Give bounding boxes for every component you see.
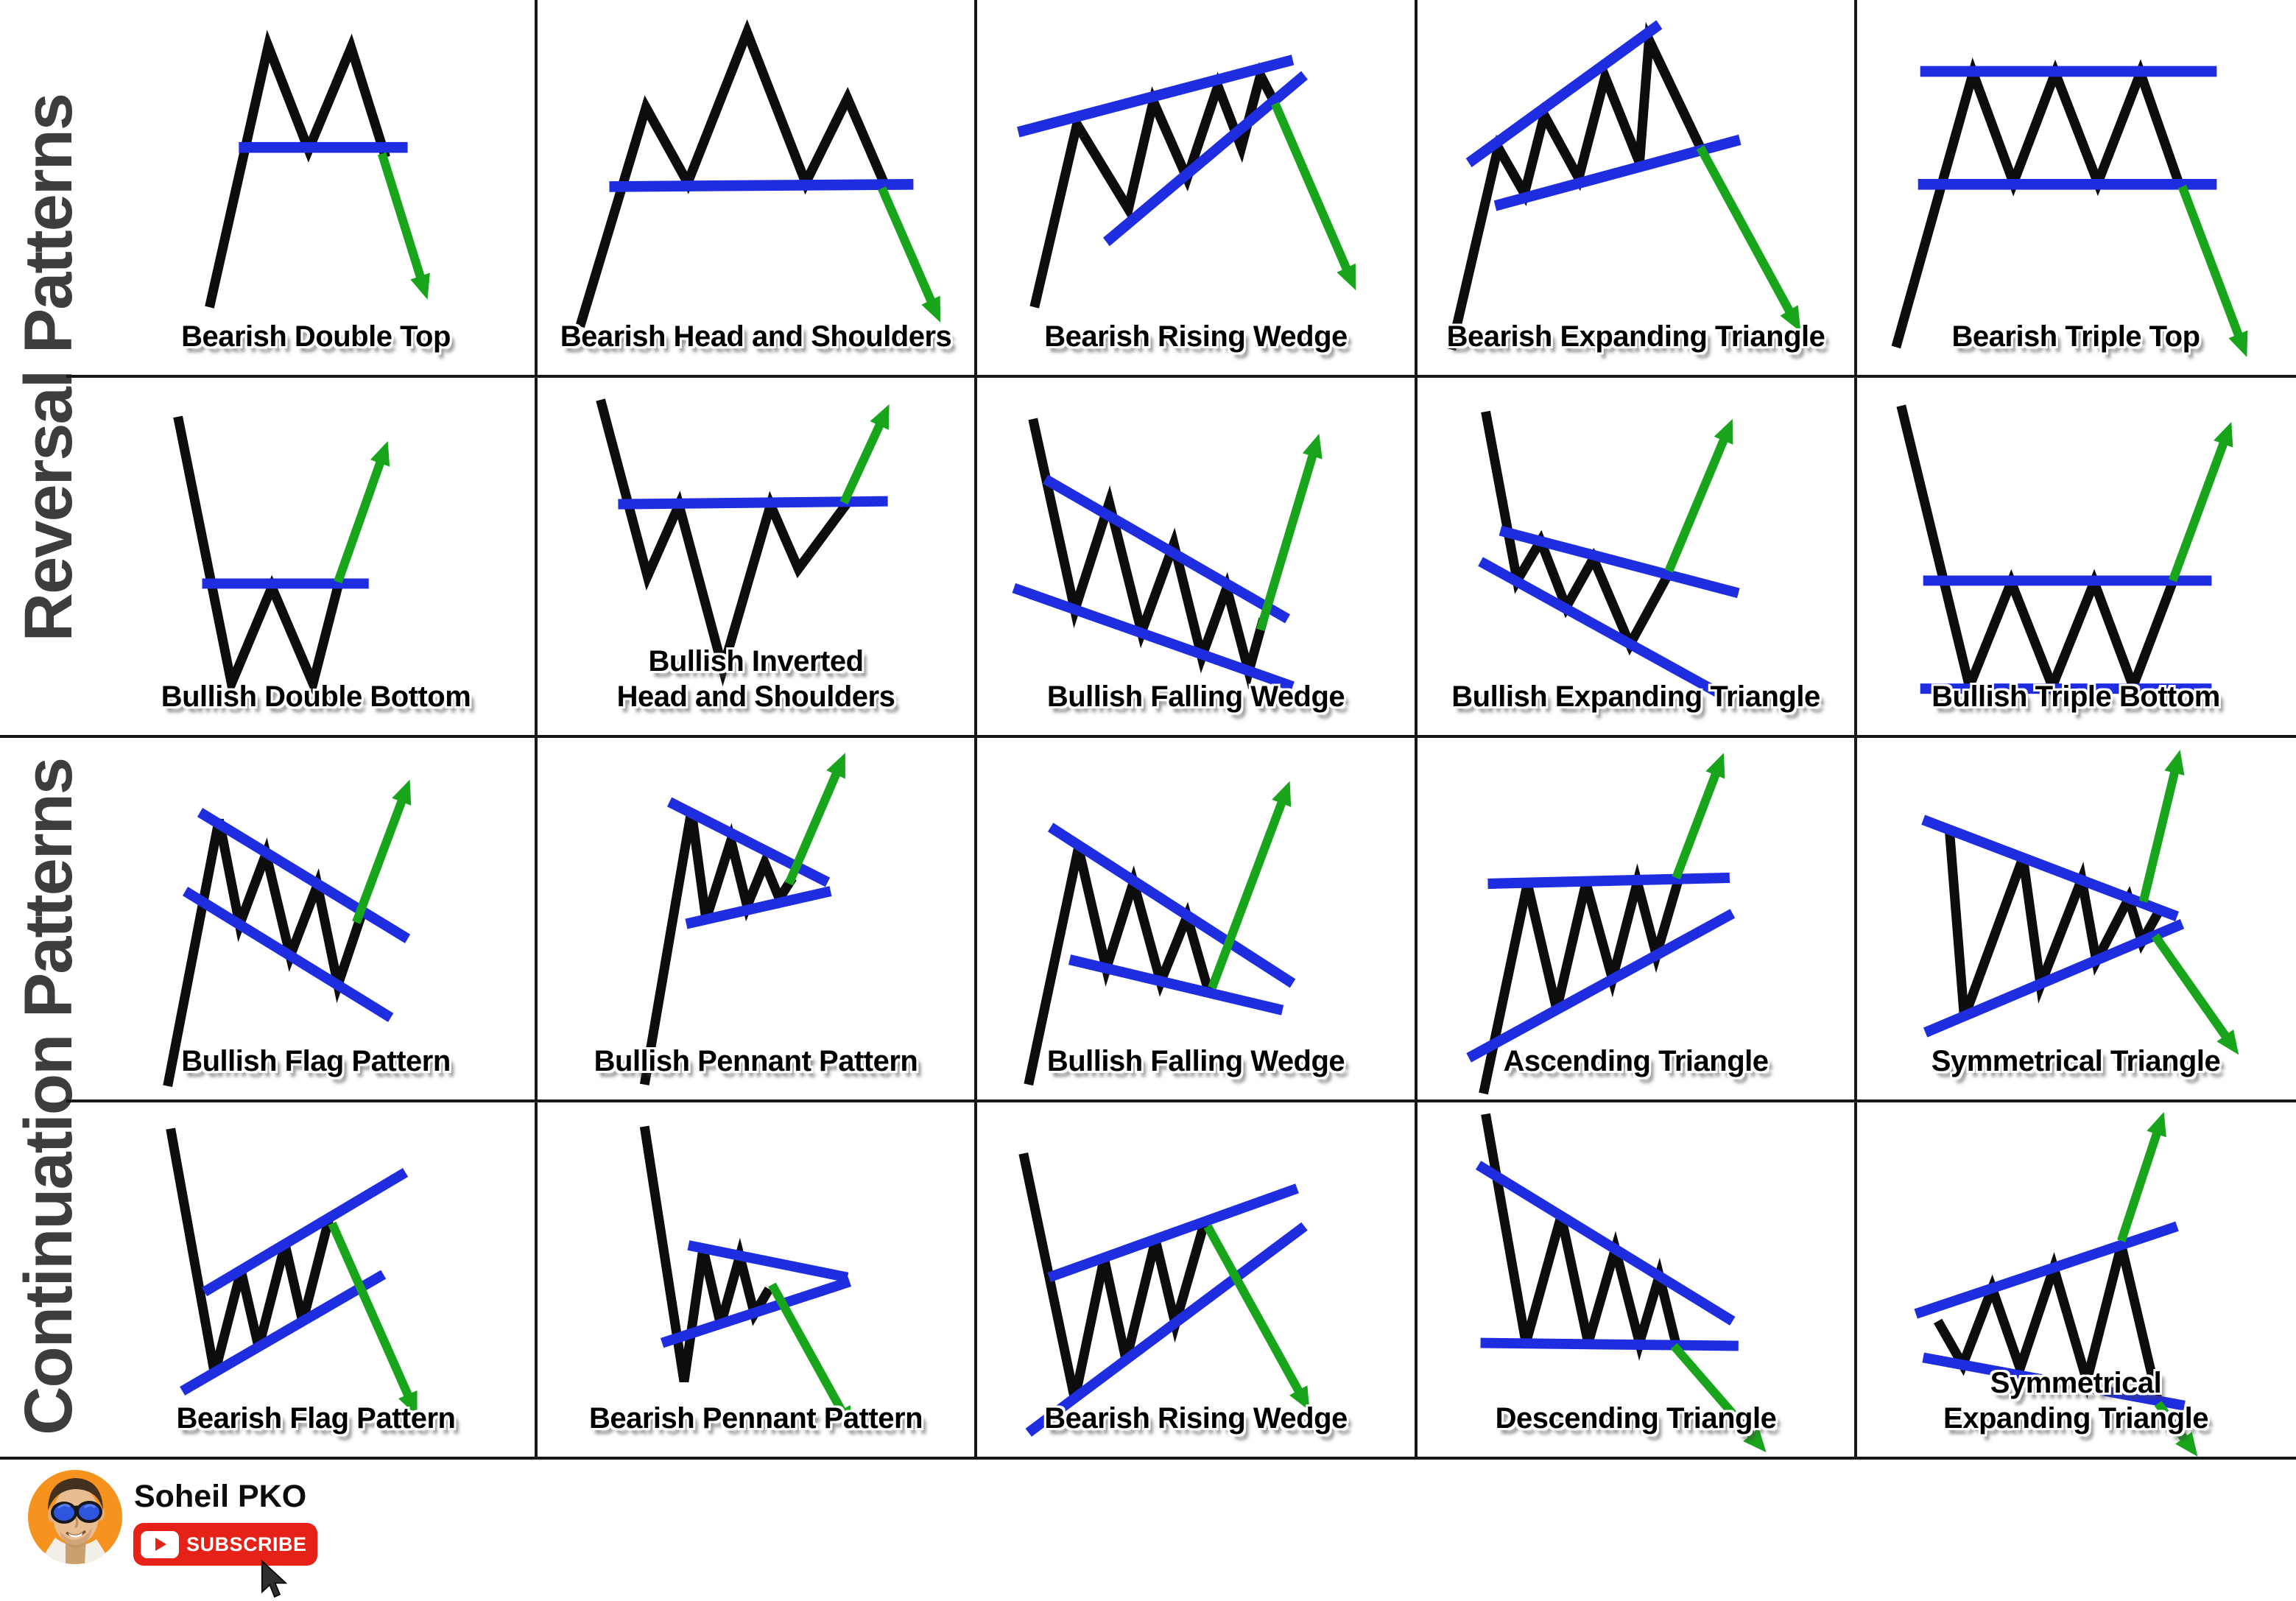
pattern-label: Bearish Rising Wedge bbox=[1044, 1402, 1348, 1435]
sunglasses-bridge bbox=[73, 1505, 81, 1510]
section-label-reversal: Reversal Patterns bbox=[0, 0, 97, 736]
pattern-label: Symmetrical Triangle bbox=[1931, 1045, 2221, 1077]
grid-line bbox=[535, 0, 538, 1458]
pattern-drawing bbox=[173, 415, 390, 700]
section-label-continuation-text: Continuation Patterns bbox=[10, 758, 86, 1435]
channel-name: Soheil PKO bbox=[134, 1479, 307, 1514]
pattern-drawing bbox=[1446, 20, 1801, 351]
grid-line bbox=[66, 375, 2296, 378]
pattern-drawing bbox=[1024, 781, 1296, 1086]
pattern-cell-ascending-triangle: Ascending Triangle bbox=[1416, 736, 1856, 1101]
avatar[interactable] bbox=[27, 1469, 123, 1565]
pattern-label: Bearish Pennant Pattern bbox=[588, 1402, 923, 1435]
pattern-label: Bearish Expanding Triangle bbox=[1446, 320, 1825, 353]
pattern-cell-bullish-pennant-pattern: Bullish Pennant Pattern bbox=[536, 736, 976, 1101]
avatar-teeth bbox=[68, 1533, 82, 1538]
pattern-drawing bbox=[1914, 1111, 2198, 1457]
pattern-label: Bearish Triple Top bbox=[1951, 320, 2201, 353]
pattern-label: Descending Triangle bbox=[1495, 1402, 1777, 1435]
pattern-drawing bbox=[575, 18, 941, 328]
pattern-cell-bearish-double-top: Bearish Double Top bbox=[96, 0, 536, 376]
pattern-label: Bullish Expanding Triangle bbox=[1451, 680, 1820, 713]
pattern-cell-bearish-expanding-triangle: Bearish Expanding Triangle bbox=[1416, 0, 1856, 376]
grid-line bbox=[974, 0, 977, 1458]
pattern-cell-bullish-falling-wedge: Bullish Falling Wedge bbox=[976, 736, 1416, 1101]
pattern-label: Bearish Head and Shoulders bbox=[560, 320, 952, 353]
pattern-drawing bbox=[596, 398, 890, 687]
youtube-play-icon bbox=[141, 1530, 179, 1558]
pattern-cell-bullish-falling-wedge: Bullish Falling Wedge bbox=[976, 376, 1416, 736]
pattern-drawing bbox=[1018, 1152, 1310, 1437]
pattern-label: Bearish Rising Wedge bbox=[1044, 320, 1348, 353]
grid-line bbox=[0, 1457, 2296, 1460]
pattern-drawing bbox=[1475, 1113, 1767, 1453]
pattern-cell-bearish-rising-wedge: Bearish Rising Wedge bbox=[976, 1101, 1416, 1458]
subscribe-button[interactable]: SUBSCRIBE bbox=[133, 1523, 317, 1566]
pattern-drawing bbox=[1012, 418, 1323, 692]
pattern-label: Bearish Flag Pattern bbox=[176, 1402, 456, 1435]
sunglasses-glare bbox=[57, 1503, 71, 1510]
pattern-drawing bbox=[1921, 750, 2239, 1055]
pattern-cell-bullish-flag-pattern: Bullish Flag Pattern bbox=[96, 736, 536, 1101]
grid-line bbox=[1415, 0, 1418, 1458]
pattern-label: Symmetrical Expanding Triangle bbox=[1943, 1367, 2208, 1435]
grid-line bbox=[0, 735, 2296, 738]
section-label-continuation: Continuation Patterns bbox=[0, 735, 97, 1458]
channel-branding: Soheil PKO SUBSCRIBE bbox=[0, 1458, 2296, 1601]
pattern-drawing bbox=[1891, 57, 2248, 357]
pattern-drawing bbox=[163, 779, 412, 1088]
pattern-cell-bullish-inverted-head-and-shoulders: Bullish Inverted Head and Shoulders bbox=[536, 376, 976, 736]
pattern-label: Bullish Triple Bottom bbox=[1931, 680, 2220, 713]
pattern-cell-descending-triangle: Descending Triangle bbox=[1416, 1101, 1856, 1458]
pattern-label: Bullish Flag Pattern bbox=[181, 1045, 451, 1077]
sunglasses-glare bbox=[84, 1504, 96, 1509]
subscribe-button-label: SUBSCRIBE bbox=[186, 1533, 307, 1555]
pattern-cell-bearish-pennant-pattern: Bearish Pennant Pattern bbox=[536, 1101, 976, 1458]
pattern-drawing bbox=[639, 753, 845, 1085]
pattern-cell-bullish-double-bottom: Bullish Double Bottom bbox=[96, 376, 536, 736]
pattern-drawing bbox=[1478, 410, 1740, 699]
pattern-label: Bullish Inverted Head and Shoulders bbox=[616, 645, 895, 713]
pattern-cell-symmetrical-expanding-triangle: Symmetrical Expanding Triangle bbox=[1856, 1101, 2296, 1458]
pattern-cell-bearish-head-and-shoulders: Bearish Head and Shoulders bbox=[536, 0, 976, 376]
pattern-drawing bbox=[205, 29, 430, 309]
grid-line bbox=[1854, 0, 1857, 1458]
pattern-cell-bullish-expanding-triangle: Bullish Expanding Triangle bbox=[1416, 376, 1856, 736]
pattern-label: Ascending Triangle bbox=[1503, 1045, 1769, 1077]
pattern-cell-symmetrical-triangle: Symmetrical Triangle bbox=[1856, 736, 2296, 1101]
pattern-drawing bbox=[639, 1125, 853, 1431]
avatar-nose bbox=[74, 1517, 79, 1529]
pattern-cell-bearish-flag-pattern: Bearish Flag Pattern bbox=[96, 1101, 536, 1458]
avatar-stubble bbox=[60, 1528, 92, 1548]
pattern-cell-bullish-triple-bottom: Bullish Triple Bottom bbox=[1856, 376, 2296, 736]
pattern-drawing bbox=[1466, 753, 1736, 1095]
avatar-hair bbox=[48, 1478, 103, 1510]
pattern-drawing bbox=[166, 1127, 418, 1416]
pattern-cell-bearish-triple-top: Bearish Triple Top bbox=[1856, 0, 2296, 376]
grid-line bbox=[66, 1099, 2296, 1102]
pattern-label: Bullish Falling Wedge bbox=[1046, 680, 1345, 713]
section-label-reversal-text: Reversal Patterns bbox=[10, 94, 86, 642]
pattern-drawing bbox=[1896, 404, 2233, 703]
pattern-drawing bbox=[1017, 54, 1356, 309]
pattern-cell-bearish-rising-wedge: Bearish Rising Wedge bbox=[976, 0, 1416, 376]
pattern-label: Bullish Double Bottom bbox=[161, 680, 471, 713]
pattern-label: Bullish Pennant Pattern bbox=[594, 1045, 918, 1077]
pattern-label: Bearish Double Top bbox=[181, 320, 451, 353]
pattern-label: Bullish Falling Wedge bbox=[1046, 1045, 1345, 1077]
mouse-cursor-icon bbox=[261, 1560, 288, 1598]
